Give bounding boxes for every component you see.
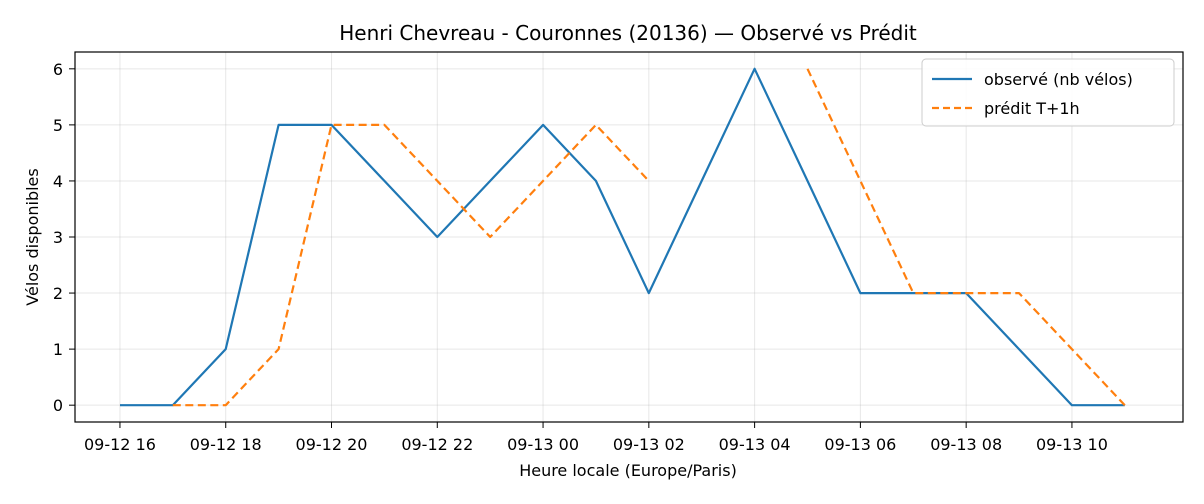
x-axis-label: Heure locale (Europe/Paris) xyxy=(519,461,737,480)
legend-label-observed: observé (nb vélos) xyxy=(984,70,1133,89)
x-tick-label: 09-12 22 xyxy=(401,435,473,454)
chart-title: Henri Chevreau - Couronnes (20136) — Obs… xyxy=(339,21,917,45)
x-tick-label: 09-13 06 xyxy=(824,435,896,454)
x-tick-label: 09-13 00 xyxy=(507,435,579,454)
y-axis-label: Vélos disponibles xyxy=(23,168,42,305)
x-tick-label: 09-13 10 xyxy=(1036,435,1108,454)
grid xyxy=(75,52,1183,422)
legend-box xyxy=(921,58,1175,127)
series-line xyxy=(172,123,650,407)
series-layer xyxy=(120,67,1126,407)
x-tick-label: 09-13 08 xyxy=(930,435,1002,454)
legend-label-predicted: prédit T+1h xyxy=(984,99,1080,118)
y-tick-label: 0 xyxy=(53,396,63,415)
y-tick-label: 4 xyxy=(53,172,63,191)
x-tick-label: 09-12 18 xyxy=(190,435,262,454)
series-1 xyxy=(172,68,1126,407)
x-tick-label: 09-13 02 xyxy=(613,435,685,454)
y-tick-label: 1 xyxy=(53,340,63,359)
y-axis: 0 1 2 3 4 5 6 xyxy=(53,60,75,415)
y-tick-label: 6 xyxy=(53,60,63,79)
y-tick-label: 5 xyxy=(53,116,63,135)
x-tick-label: 09-12 20 xyxy=(296,435,368,454)
y-tick-label: 2 xyxy=(53,284,63,303)
x-axis: 09-12 16 09-12 18 09-12 20 09-12 22 09-13 00… xyxy=(84,422,1108,454)
x-tick-label: 09-13 04 xyxy=(719,435,791,454)
x-tick-label: 09-12 16 xyxy=(84,435,156,454)
series-line xyxy=(806,68,1126,406)
legend: observé (nb vélos) prédit T+1h xyxy=(921,58,1175,127)
y-tick-label: 3 xyxy=(53,228,63,247)
